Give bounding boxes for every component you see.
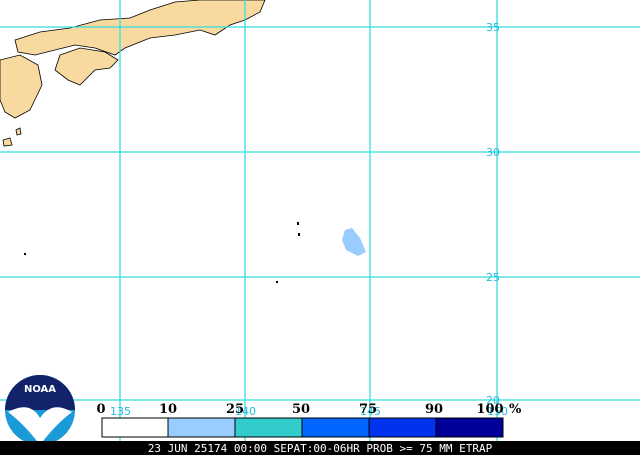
legend-label: 90 [425, 402, 443, 417]
footer-bar [0, 441, 640, 455]
lat-label: 20 [486, 394, 500, 407]
lon-label: 140 [235, 405, 256, 418]
legend-label: 25 [226, 402, 244, 417]
noaa-logo: NOAA [5, 375, 75, 445]
lon-label: 145 [360, 405, 381, 418]
lat-label: 30 [486, 146, 500, 159]
graticule [0, 0, 640, 441]
legend-label: 75 [359, 402, 377, 417]
lon-label: 135 [110, 405, 131, 418]
lat-label: 35 [486, 21, 500, 34]
legend-unit: % [509, 402, 522, 417]
color-bar [101, 417, 504, 438]
lon-label: 150 [487, 405, 508, 418]
legend-label: 50 [292, 402, 310, 417]
legend-label: 10 [159, 402, 177, 417]
footer-text: 23 JUN 25174 00:00 SEPAT:00-06HR PROB >=… [148, 442, 493, 455]
logo-text: NOAA [24, 384, 56, 395]
lat-label: 25 [486, 271, 500, 284]
islands [24, 222, 300, 283]
probability-area [342, 228, 366, 256]
legend-label: 100 [476, 402, 503, 417]
legend-label: 0 [96, 402, 105, 417]
